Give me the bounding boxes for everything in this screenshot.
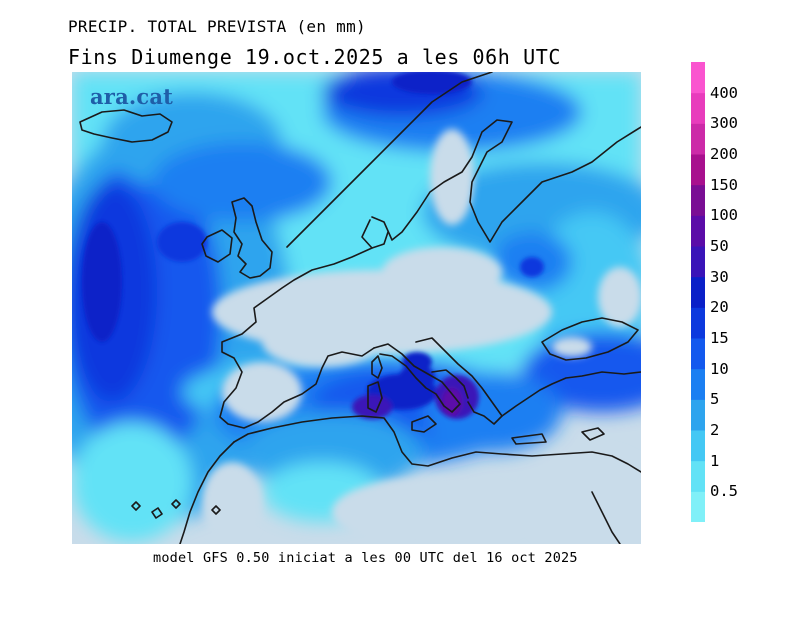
- legend-label: 30: [710, 267, 729, 286]
- legend-swatch: [691, 62, 705, 94]
- legend-label: 300: [710, 114, 738, 133]
- legend-label: 10: [710, 359, 729, 378]
- legend-swatch: [691, 92, 705, 124]
- legend-swatch: [691, 215, 705, 247]
- legend-swatch: [691, 184, 705, 216]
- model-footer: model GFS 0.50 iniciat a les 00 UTC del …: [153, 550, 578, 566]
- coastlines: [79, 72, 641, 544]
- legend-label: 1: [710, 451, 720, 470]
- legend-swatch: [691, 491, 705, 522]
- legend-swatch: [691, 123, 705, 155]
- legend-swatch: [691, 368, 705, 400]
- legend-label: 200: [710, 145, 738, 163]
- legend-label: 15: [710, 329, 729, 347]
- legend-label: 2: [710, 421, 720, 439]
- map-canvas: [72, 72, 641, 544]
- legend-label: 100: [710, 206, 738, 225]
- precip-field-cores: [82, 72, 544, 419]
- ara-cat-logo: ara.cat: [90, 84, 174, 109]
- legend-label: 150: [710, 175, 738, 194]
- legend-swatch: [691, 307, 705, 339]
- map-subtitle: Fins Diumenge 19.oct.2025 a les 06h UTC: [68, 45, 561, 69]
- legend-label: 0.5: [710, 482, 738, 501]
- legend-swatches: [691, 62, 705, 522]
- legend-swatch: [691, 154, 705, 186]
- legend-label: 400: [710, 83, 738, 102]
- precipitation-map: [72, 72, 641, 544]
- legend-label: 5: [710, 390, 720, 409]
- legend-swatch: [691, 338, 705, 370]
- map-title: PRECIP. TOTAL PREVISTA (en mm): [68, 17, 366, 36]
- legend-colorbar: [691, 62, 705, 522]
- legend-swatch: [691, 399, 705, 431]
- legend-swatch: [691, 246, 705, 278]
- legend-swatch: [691, 430, 705, 462]
- legend-swatch: [691, 276, 705, 308]
- legend-swatch: [691, 460, 705, 492]
- legend-label: 20: [710, 298, 729, 317]
- legend-label: 50: [710, 237, 729, 255]
